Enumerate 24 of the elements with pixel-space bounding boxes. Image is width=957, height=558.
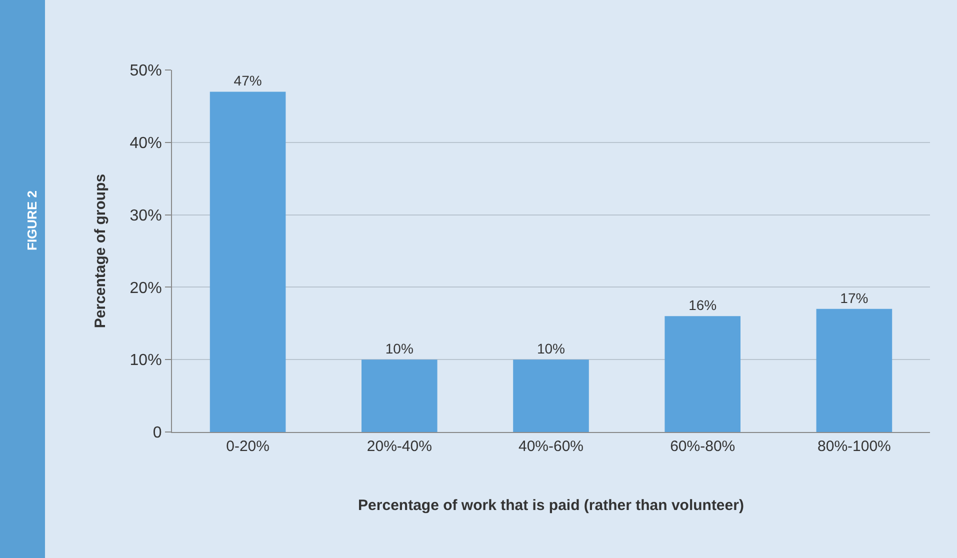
x-tick-label: 0-20% — [226, 438, 270, 455]
data-label: 16% — [688, 297, 717, 314]
x-tick-label: 80%-100% — [818, 438, 891, 455]
y-tick-label: 40% — [130, 135, 162, 152]
caption: FIGURE 2 — [24, 190, 40, 250]
data-label: 10% — [385, 340, 414, 357]
y-axis-title: Percentage of groups — [92, 174, 110, 328]
bar — [362, 360, 438, 432]
data-label: 47% — [234, 72, 262, 89]
y-tick-label: 20% — [130, 280, 162, 297]
bar — [513, 360, 589, 432]
x-tick-label: 20%-40% — [366, 438, 432, 455]
bar — [664, 316, 740, 432]
y-tick-label: 0 — [152, 424, 162, 442]
bar — [816, 308, 892, 432]
x-tick-label: 40%-60% — [518, 438, 584, 455]
x-tick-label: 60%-80% — [670, 438, 736, 455]
data-label: 10% — [536, 340, 566, 357]
bar — [210, 92, 286, 432]
y-tick-label: 30% — [130, 207, 162, 224]
data-label: 17% — [840, 290, 868, 306]
y-tick-label: 10% — [130, 352, 162, 370]
y-tick-label: 50% — [130, 62, 162, 80]
x-axis-title: Percentage of work that is paid (rather than volunteer) — [358, 497, 744, 514]
